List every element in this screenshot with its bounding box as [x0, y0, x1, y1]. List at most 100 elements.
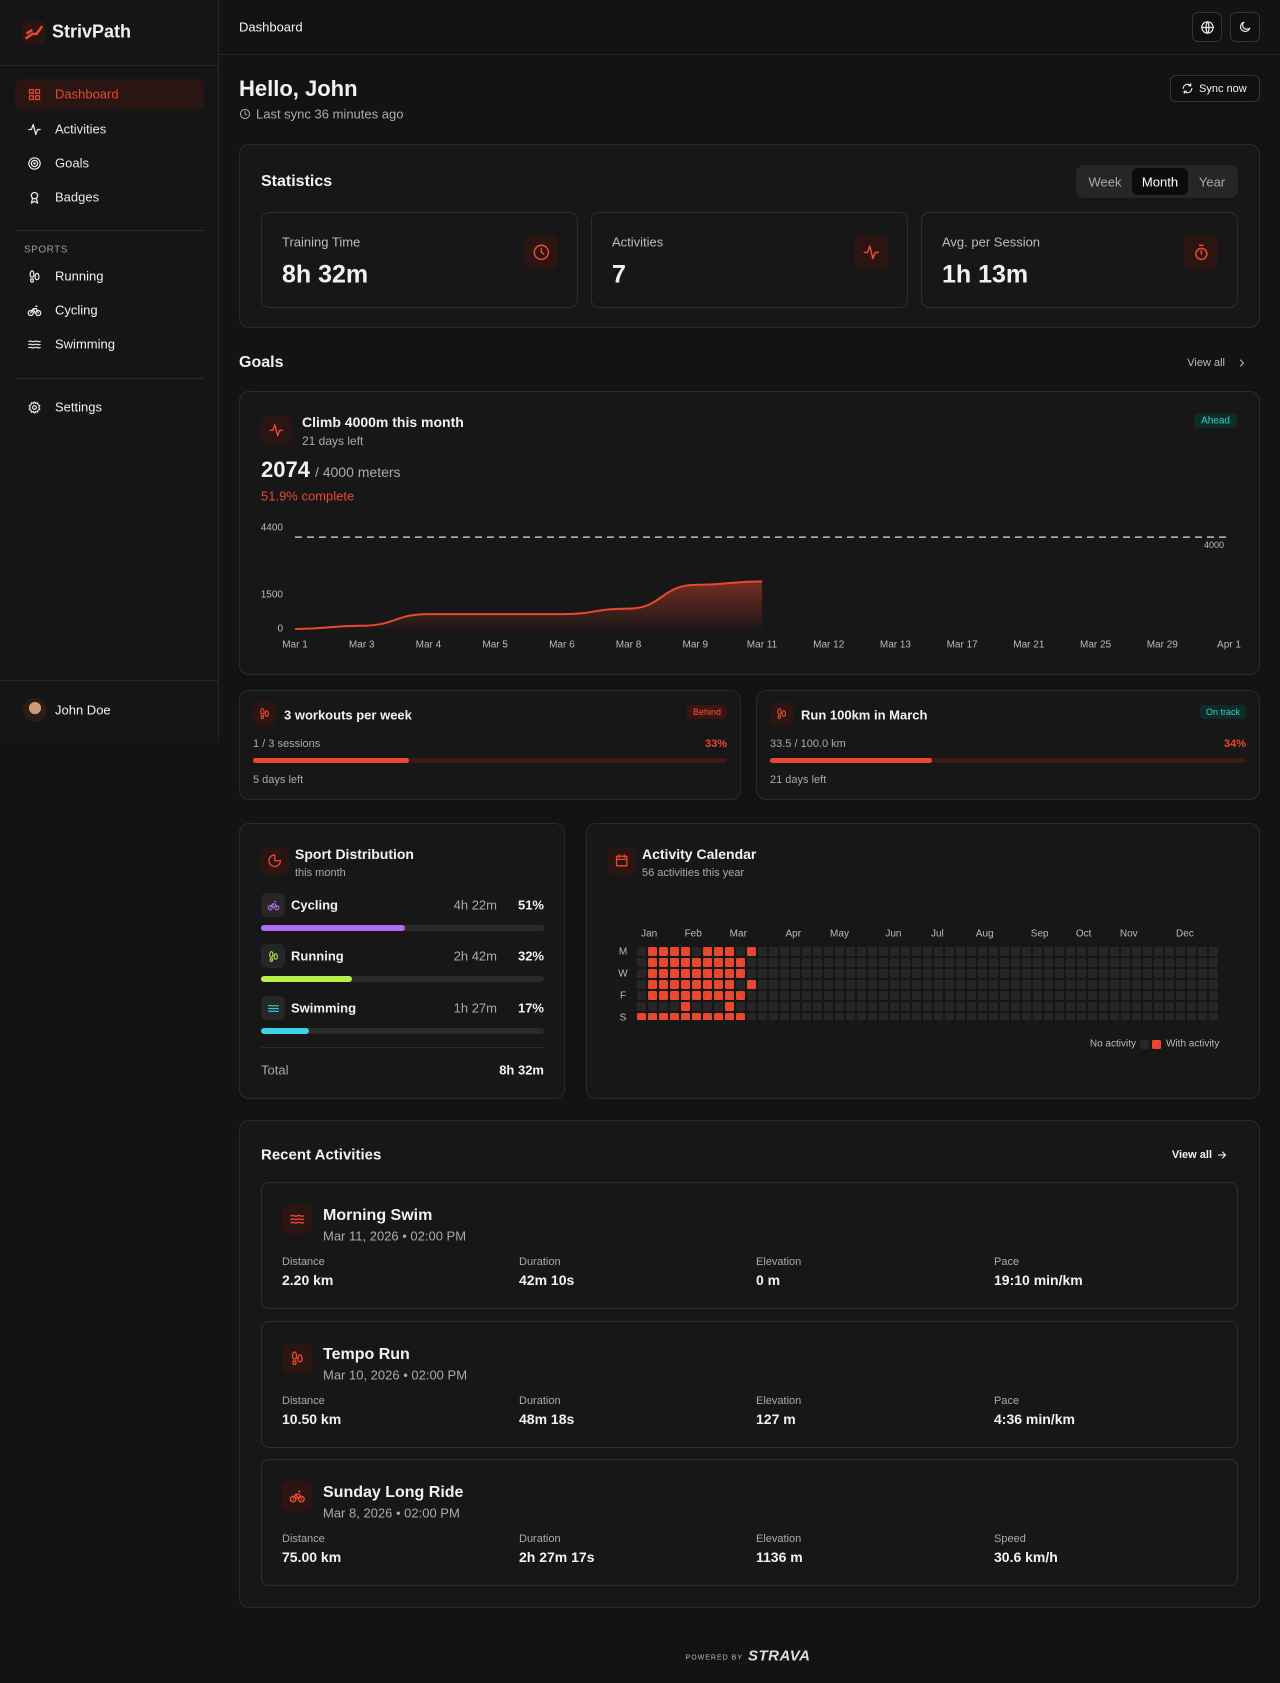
sync-button[interactable]: [1170, 75, 1260, 102]
heatmap-cell: [670, 980, 679, 989]
icon-stroke: [268, 854, 282, 868]
heatmap-cell: [791, 980, 800, 989]
goal-footer: 5 days left: [253, 774, 304, 786]
icon-stroke: [28, 94, 34, 100]
nav-item[interactable]: Cycling: [55, 302, 98, 318]
month-label: Jul: [930, 928, 944, 940]
area-fill: [295, 581, 762, 629]
heatmap-cell: [769, 980, 778, 989]
nav-item[interactable]: Activities: [55, 121, 107, 137]
heatmap-cell: [769, 991, 778, 1000]
heatmap-cell: [912, 1013, 921, 1020]
heatmap-cell: [1033, 947, 1042, 956]
activity-card[interactable]: [261, 1321, 1238, 1448]
heatmap-cell: [945, 958, 954, 967]
heatmap-cell: [978, 1013, 987, 1020]
heatmap-cell: [1154, 991, 1163, 1000]
heatmap-cell: [813, 969, 822, 978]
view-all-link[interactable]: View all: [1187, 357, 1225, 369]
stat-card: [261, 212, 578, 308]
heatmap-cell: [659, 1013, 668, 1020]
theme-button[interactable]: [1230, 12, 1260, 42]
heatmap-cell: [1198, 1013, 1207, 1020]
heatmap-cell: [747, 947, 756, 956]
heatmap-cell: [681, 947, 690, 956]
heatmap-cell: [1198, 958, 1207, 967]
heatmap-cell: [1077, 980, 1086, 989]
heatmap-cell: [813, 1013, 822, 1020]
moon-icon: [1240, 21, 1251, 32]
heatmap-cell: [1176, 1002, 1185, 1011]
icon-stroke: [273, 904, 279, 910]
icon-stroke: [27, 156, 41, 170]
nav-item[interactable]: Goals: [55, 155, 89, 171]
heatmap-cell: [1044, 969, 1053, 978]
heatmap-cell: [890, 1002, 899, 1011]
day-label: M: [618, 946, 628, 957]
heatmap-cell: [1209, 947, 1218, 956]
heatmap-cell: [758, 969, 767, 978]
nav-item[interactable]: Badges: [55, 189, 100, 205]
icon-stroke: [27, 343, 41, 345]
stat-value: 30.6 km/h: [994, 1549, 1058, 1565]
heatmap-cell: [901, 1002, 910, 1011]
icon-stroke: [25, 28, 33, 34]
heatmap-cell: [1121, 947, 1130, 956]
heatmap-cell: [670, 991, 679, 1000]
x-tick-label: Mar 4: [415, 639, 442, 651]
heatmap-cell: [1011, 980, 1020, 989]
icon-stroke: [29, 269, 34, 278]
heatmap-cell: [725, 980, 734, 989]
month-label: Aug: [975, 928, 994, 940]
heatmap-cell: [1165, 1013, 1174, 1020]
heatmap-cell: [780, 958, 789, 967]
goal-progress-text: 33.5 / 100.0 km: [770, 738, 846, 750]
goal-chart: [294, 536, 1229, 630]
period-option[interactable]: Year: [1198, 174, 1226, 189]
x-tick-label: Mar 29: [1146, 639, 1178, 651]
small-goal-card: [239, 690, 741, 800]
heatmap-cell: [824, 947, 833, 956]
nav-item[interactable]: Dashboard: [55, 86, 119, 102]
icon-stroke: [264, 710, 270, 718]
period-option[interactable]: Week: [1088, 174, 1122, 189]
topbar-border: [219, 54, 1280, 55]
heatmap-cell: [1187, 947, 1196, 956]
heatmap-cell: [1132, 980, 1141, 989]
heatmap-cell: [1154, 1013, 1163, 1020]
month-label: Jun: [885, 928, 902, 940]
progress-fill: [253, 758, 410, 763]
x-tick-label: Mar 12: [813, 639, 845, 651]
heatmap-cell: [1121, 958, 1130, 967]
activity-card[interactable]: [261, 1459, 1238, 1586]
view-all-link[interactable]: View all: [1171, 1149, 1212, 1161]
month-label: Oct: [1075, 928, 1092, 940]
heatmap-cell: [1165, 947, 1174, 956]
heatmap-cell: [967, 1013, 976, 1020]
heatmap-cell: [890, 969, 899, 978]
nav-active[interactable]: [15, 79, 204, 109]
heatmap-cell: [1055, 1013, 1064, 1020]
period-option[interactable]: Month: [1141, 174, 1179, 189]
heatmap-cell: [714, 969, 723, 978]
month-label: Nov: [1119, 928, 1138, 940]
heatmap-cell: [648, 991, 657, 1000]
sport-name: Cycling: [291, 897, 338, 913]
nav-item[interactable]: Settings: [55, 399, 102, 415]
nav-item[interactable]: Swimming: [55, 336, 115, 352]
heatmap-cell: [1176, 1013, 1185, 1020]
goal-title: Run 100km in March: [801, 707, 928, 723]
x-tick-label: Mar 13: [879, 639, 911, 651]
activity-card[interactable]: [261, 1182, 1238, 1309]
heatmap-cell: [1209, 1013, 1218, 1020]
heatmap-cell: [1099, 980, 1108, 989]
icon-stroke: [34, 94, 40, 100]
heatmap-cell: [1044, 1013, 1053, 1020]
heatmap-cell: [1176, 991, 1185, 1000]
heatmap-cell: [1088, 947, 1097, 956]
heatmap-cell: [956, 947, 965, 956]
pie-icon: [268, 854, 282, 868]
heatmap-cell: [978, 958, 987, 967]
heatmap-cell: [648, 969, 657, 978]
nav-item[interactable]: Running: [55, 268, 104, 284]
